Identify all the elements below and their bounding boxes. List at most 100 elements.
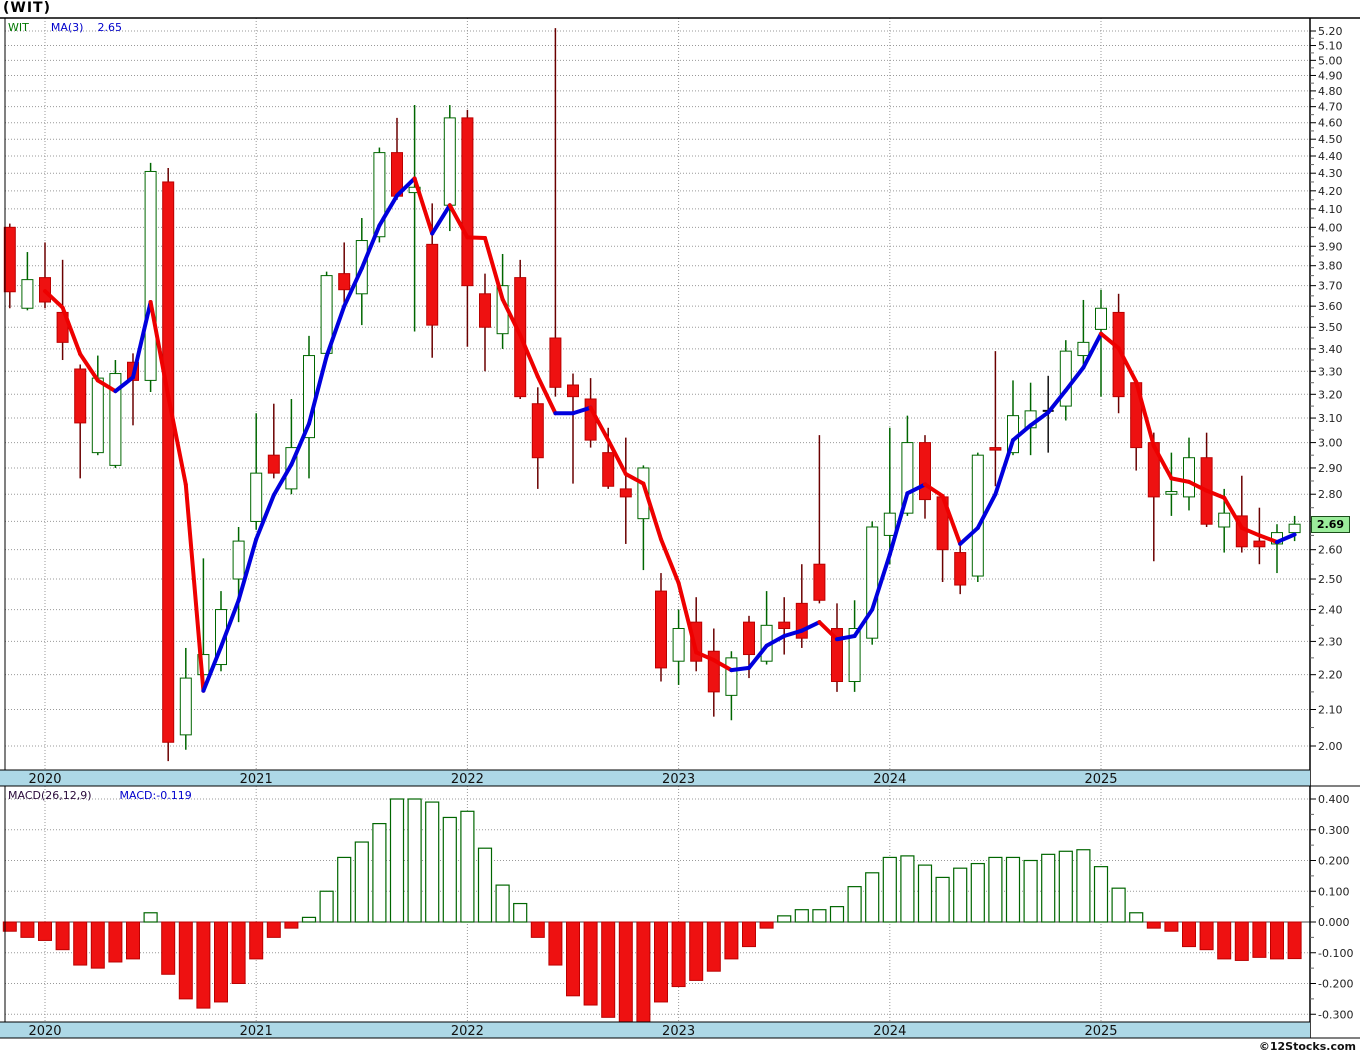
candle-body-up bbox=[21, 279, 34, 309]
macd-bar-negative bbox=[196, 921, 211, 1009]
candle-body-down bbox=[549, 337, 562, 388]
candle-body-up bbox=[848, 628, 861, 683]
macd-bar-negative bbox=[214, 921, 228, 1003]
macd-bar-negative bbox=[759, 921, 774, 929]
macd-bar-negative bbox=[284, 921, 299, 929]
candle-body-down bbox=[584, 398, 597, 441]
macd-bar-negative bbox=[1164, 921, 1179, 932]
macd-bar-positive bbox=[829, 906, 845, 923]
price-tick-label: 3.70 bbox=[1318, 280, 1343, 293]
macd-bar-positive bbox=[935, 876, 950, 923]
year-label: 2022 bbox=[451, 1024, 484, 1039]
candle-body-up bbox=[1165, 491, 1178, 495]
ma3-line-rising bbox=[131, 300, 153, 380]
year-label: 2021 bbox=[240, 772, 273, 787]
macd-bar-positive bbox=[953, 867, 968, 923]
macd-bar-negative bbox=[1182, 921, 1196, 948]
macd-bar-positive bbox=[847, 886, 862, 923]
ma3-line-falling bbox=[412, 176, 435, 236]
ma3-line-falling bbox=[694, 650, 716, 663]
price-tick-label: 2.30 bbox=[1318, 635, 1343, 648]
ma3-line-falling bbox=[623, 472, 646, 486]
macd-bar-positive bbox=[1023, 859, 1038, 923]
ma3-line-falling bbox=[1099, 331, 1121, 351]
candle-body-down bbox=[690, 621, 703, 662]
year-axis-strip bbox=[0, 770, 1310, 786]
price-tick-label: 2.40 bbox=[1318, 604, 1343, 617]
macd-bar-positive bbox=[337, 856, 352, 923]
legend-ma-value: 2.65 bbox=[97, 21, 122, 34]
price-tick-label: 4.70 bbox=[1318, 101, 1343, 114]
candle-body-up bbox=[971, 454, 984, 577]
candle-body-down bbox=[267, 454, 280, 474]
candle-body-up bbox=[901, 442, 914, 514]
candle-body-down bbox=[1253, 540, 1266, 548]
ma3-line-falling bbox=[1116, 346, 1139, 384]
candle-body-up bbox=[672, 628, 685, 662]
macd-tick-label: 0.300 bbox=[1318, 824, 1350, 837]
macd-bar-negative bbox=[1287, 921, 1302, 960]
legend-ma-label: MA(3) bbox=[50, 21, 84, 34]
price-tick-label: 5.00 bbox=[1318, 54, 1343, 67]
macd-bar-positive bbox=[812, 909, 827, 923]
ma3-line-falling bbox=[1187, 479, 1209, 493]
ma3-line-falling bbox=[95, 378, 118, 394]
macd-bar-negative bbox=[1234, 921, 1249, 961]
macd-bar-negative bbox=[1270, 921, 1284, 960]
macd-bar-negative bbox=[178, 921, 193, 1000]
ma3-line-rising bbox=[782, 628, 804, 639]
candle-body-down bbox=[74, 368, 87, 424]
price-tick-label: 3.60 bbox=[1318, 300, 1343, 313]
ma3-line-rising bbox=[958, 525, 980, 546]
price-tick-label: 2.90 bbox=[1318, 462, 1343, 475]
candle-body-down bbox=[795, 602, 808, 639]
macd-tick-label: -0.200 bbox=[1318, 978, 1353, 991]
year-label: 2025 bbox=[1084, 1024, 1117, 1039]
ma3-line-falling bbox=[447, 203, 470, 240]
ma3-line-falling bbox=[606, 438, 628, 477]
macd-bar-positive bbox=[477, 847, 493, 923]
macd-bar-positive bbox=[389, 798, 405, 923]
candle-body-down bbox=[989, 447, 1002, 451]
macd-bar-negative bbox=[249, 921, 264, 960]
ma3-line-rising bbox=[201, 644, 223, 693]
candle-body-up bbox=[144, 170, 157, 381]
macd-bar-positive bbox=[495, 884, 510, 923]
macd-bar-positive bbox=[1076, 849, 1091, 923]
macd-params-label: MACD(26,12,9) bbox=[8, 789, 92, 802]
candle-body-down bbox=[954, 552, 967, 586]
ma3-line-rising bbox=[975, 492, 998, 530]
candle-body-down bbox=[3, 226, 16, 293]
macd-bar-negative bbox=[742, 921, 756, 948]
ma3-line-rising bbox=[324, 304, 347, 359]
candle-body-up bbox=[866, 526, 879, 639]
macd-bar-negative bbox=[724, 921, 739, 960]
year-label: 2020 bbox=[28, 1024, 61, 1039]
ma3-line-rising bbox=[113, 375, 135, 394]
price-tick-label: 2.60 bbox=[1318, 544, 1343, 557]
candle-body-up bbox=[1288, 523, 1301, 534]
ma3-line-rising bbox=[271, 462, 294, 498]
ma3-line-falling bbox=[817, 620, 839, 642]
ma3-line-falling bbox=[1222, 495, 1244, 530]
ma3-line-rising bbox=[1028, 410, 1051, 428]
macd-tick-label: 0.100 bbox=[1318, 885, 1350, 898]
macd-tick-label: -0.300 bbox=[1318, 1008, 1353, 1021]
macd-bar-negative bbox=[231, 921, 246, 984]
candle-body-up bbox=[250, 472, 263, 522]
price-tick-label: 3.20 bbox=[1318, 388, 1343, 401]
ma3-line-falling bbox=[1204, 488, 1227, 500]
macd-bar-positive bbox=[1041, 853, 1056, 923]
candle-body-up bbox=[443, 117, 456, 206]
macd-bar-negative bbox=[20, 921, 35, 938]
ma3-line-rising bbox=[1063, 365, 1086, 393]
year-label: 2024 bbox=[873, 772, 906, 787]
macd-bar-positive bbox=[460, 810, 475, 923]
macd-bar-negative bbox=[601, 921, 616, 1018]
macd-bar-negative bbox=[566, 921, 580, 997]
macd-tick-label: 0.200 bbox=[1318, 855, 1350, 868]
macd-bar-positive bbox=[372, 822, 387, 923]
ma3-line-falling bbox=[43, 289, 65, 310]
candle-body-down bbox=[602, 452, 615, 487]
